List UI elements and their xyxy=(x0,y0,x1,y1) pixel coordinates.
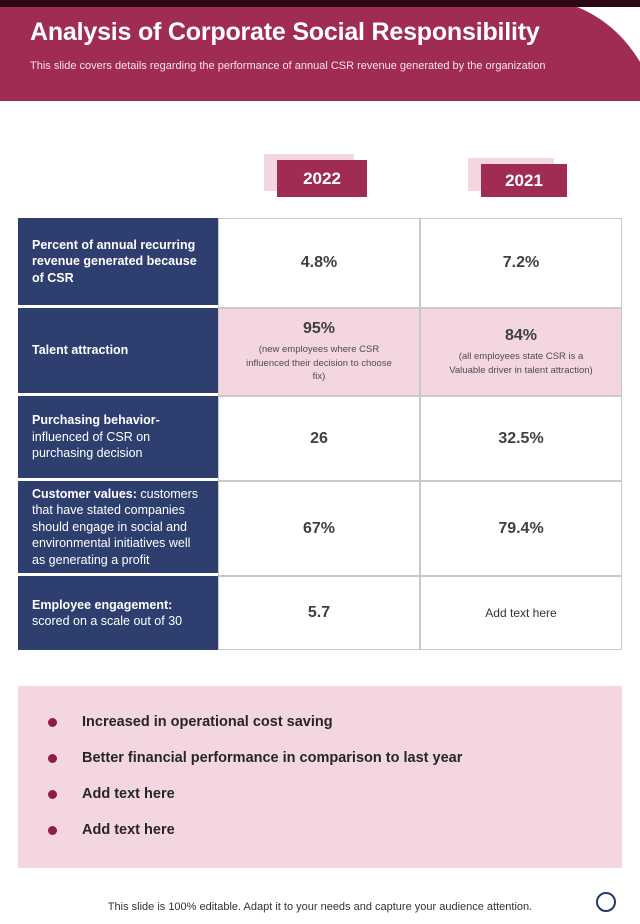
cell-2021-purchasing-behavior: 32.5% xyxy=(420,396,622,481)
row-label-talent-attraction: Talent attraction xyxy=(18,308,218,396)
cell-2022-talent-attraction: 95% (new employees where CSR influenced … xyxy=(218,308,420,396)
slide-header: Analysis of Corporate Social Responsibil… xyxy=(0,0,640,101)
row-label-recurring-revenue: Percent of annual recurring revenue gene… xyxy=(18,218,218,308)
top-edge-bar xyxy=(0,0,640,7)
footer-note: This slide is 100% editable. Adapt it to… xyxy=(107,901,533,913)
page-title: Analysis of Corporate Social Responsibil… xyxy=(30,18,540,46)
cell-2022-recurring-revenue: 4.8% xyxy=(218,218,420,308)
year-label-2022: 2022 xyxy=(277,160,367,197)
key-points-panel: Increased in operational cost saving Bet… xyxy=(18,686,622,868)
bullet-icon xyxy=(48,825,57,835)
row-label-purchasing-behavior: Purchasing behavior- influenced of CSR o… xyxy=(18,396,218,481)
row-label-customer-values: Customer values: customers that have sta… xyxy=(18,481,218,576)
year-badge-2021: 2021 xyxy=(468,158,567,197)
bullet-icon xyxy=(48,717,57,727)
bullet-item-cost-saving: Increased in operational cost saving xyxy=(18,704,622,740)
csr-performance-table: Percent of annual recurring revenue gene… xyxy=(18,218,622,650)
cell-2022-employee-engagement: 5.7 xyxy=(218,576,420,650)
footer-circle-decoration xyxy=(596,892,616,912)
cell-2021-employee-engagement-placeholder[interactable]: Add text here xyxy=(420,576,622,650)
bullet-item-placeholder-1[interactable]: Add text here xyxy=(18,776,622,812)
bullet-icon xyxy=(48,789,57,799)
year-badge-2022: 2022 xyxy=(264,154,367,197)
cell-2022-customer-values: 67% xyxy=(218,481,420,576)
row-label-employee-engagement: Employee engagement: scored on a scale o… xyxy=(18,576,218,650)
bullet-item-financial-performance: Better financial performance in comparis… xyxy=(18,740,622,776)
cell-2022-purchasing-behavior: 26 xyxy=(218,396,420,481)
bullet-icon xyxy=(48,753,57,763)
bullet-item-placeholder-2[interactable]: Add text here xyxy=(18,812,622,848)
year-label-2021: 2021 xyxy=(481,164,567,197)
slide-subtitle: This slide covers details regarding the … xyxy=(30,60,546,72)
cell-2021-talent-attraction: 84% (all employees state CSR is a Valuab… xyxy=(420,308,622,396)
cell-2021-customer-values: 79.4% xyxy=(420,481,622,576)
header-curve-decoration xyxy=(555,0,640,62)
cell-2021-recurring-revenue: 7.2% xyxy=(420,218,622,308)
